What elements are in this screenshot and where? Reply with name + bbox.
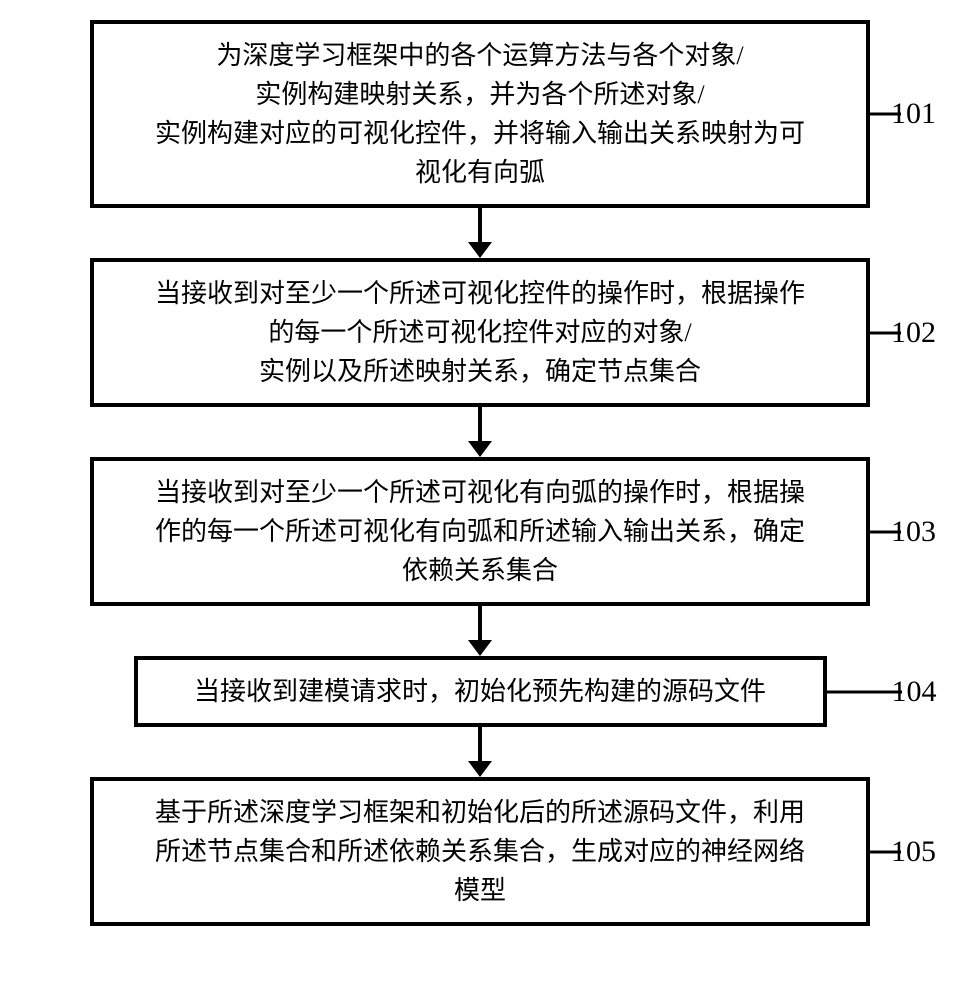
arrow-head-icon: [468, 761, 492, 777]
arrow-line: [478, 727, 482, 765]
flowchart-container: 为深度学习框架中的各个运算方法与各个对象/ 实例构建映射关系，并为各个所述对象/…: [35, 20, 925, 926]
label-connector: [823, 690, 902, 693]
arrow-line: [478, 208, 482, 246]
arrow-line: [478, 407, 482, 445]
flow-box-101: 为深度学习框架中的各个运算方法与各个对象/ 实例构建映射关系，并为各个所述对象/…: [90, 20, 870, 208]
box-text: 当接收到对至少一个所述可视化控件的操作时，根据操作 的每一个所述可视化控件对应的…: [155, 274, 805, 391]
step-label: 103: [891, 515, 936, 549]
flow-box-105: 基于所述深度学习框架和初始化后的所述源码文件，利用 所述节点集合和所述依赖关系集…: [90, 777, 870, 926]
box-text: 当接收到对至少一个所述可视化有向弧的操作时，根据操 作的每一个所述可视化有向弧和…: [155, 473, 805, 590]
box-text: 为深度学习框架中的各个运算方法与各个对象/ 实例构建映射关系，并为各个所述对象/…: [155, 36, 805, 192]
step-label: 102: [891, 316, 936, 350]
arrow: [35, 407, 925, 457]
step-label: 105: [891, 835, 936, 869]
arrow-head-icon: [468, 441, 492, 457]
flow-box-104: 当接收到建模请求时，初始化预先构建的源码文件 104: [134, 656, 827, 727]
arrow-head-icon: [468, 640, 492, 656]
flow-box-102: 当接收到对至少一个所述可视化控件的操作时，根据操作 的每一个所述可视化控件对应的…: [90, 258, 870, 407]
arrow: [35, 727, 925, 777]
box-text: 当接收到建模请求时，初始化预先构建的源码文件: [194, 672, 766, 711]
step-label: 104: [892, 675, 937, 709]
arrow-head-icon: [468, 242, 492, 258]
box-text: 基于所述深度学习框架和初始化后的所述源码文件，利用 所述节点集合和所述依赖关系集…: [155, 793, 805, 910]
arrow: [35, 208, 925, 258]
arrow: [35, 606, 925, 656]
step-label: 101: [891, 97, 936, 131]
flow-box-103: 当接收到对至少一个所述可视化有向弧的操作时，根据操 作的每一个所述可视化有向弧和…: [90, 457, 870, 606]
arrow-line: [478, 606, 482, 644]
